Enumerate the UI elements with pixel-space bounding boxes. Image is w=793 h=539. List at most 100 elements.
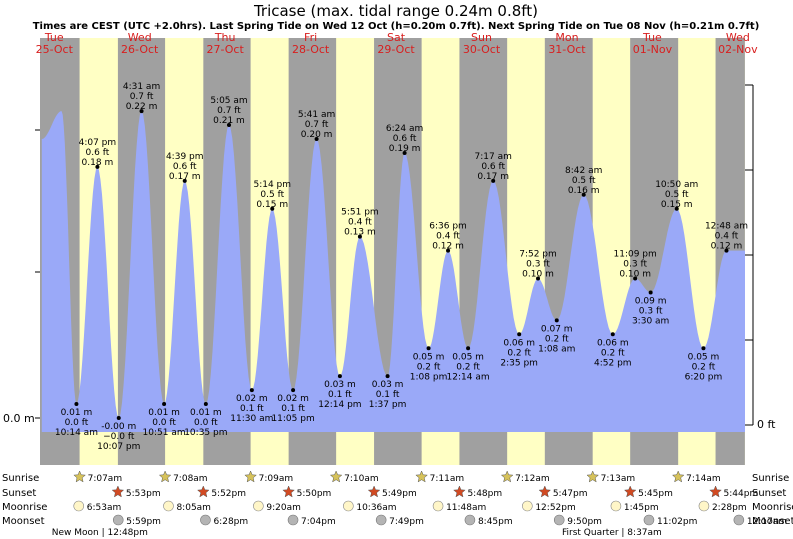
chart-title: Tricase (max. tidal range 0.24m 0.8ft) bbox=[253, 2, 538, 20]
sunset-icon-6 bbox=[538, 485, 552, 498]
sunrise-icon-1 bbox=[73, 470, 86, 483]
tide-time-6: 10:51 am bbox=[143, 428, 186, 438]
tide-ft-22: 0.2 ft bbox=[507, 348, 531, 358]
sunrise-time-8: 7:14am bbox=[686, 474, 721, 484]
tide-point-21 bbox=[491, 178, 496, 183]
moon-phase-2: First Quarter | 8:37am bbox=[562, 528, 662, 538]
moonset-time-8: 12:17am bbox=[747, 517, 787, 527]
moonrise-icon-8 bbox=[698, 500, 710, 512]
day-name-8: Tue bbox=[642, 31, 662, 44]
moonrise-icon-7 bbox=[610, 500, 622, 512]
sunset-time-6: 5:47pm bbox=[553, 489, 588, 499]
day-name-2: Wed bbox=[128, 31, 152, 44]
sunset-time-1: 5:53pm bbox=[126, 489, 161, 499]
tide-point-4 bbox=[116, 416, 121, 420]
row-label-left-sunrise: Sunrise bbox=[2, 473, 39, 484]
moonset-time-2: 6:28pm bbox=[213, 517, 248, 527]
sunset-time-4: 5:49pm bbox=[382, 489, 417, 499]
sunrise-time-4: 7:10am bbox=[344, 474, 379, 484]
moonset-time-4: 7:49pm bbox=[389, 517, 424, 527]
tide-ft-12: 0.1 ft bbox=[281, 404, 305, 414]
tide-time-5: 4:31 am bbox=[123, 82, 160, 92]
tide-time-20: 12:14 am bbox=[447, 372, 490, 382]
tide-time-28: 3:30 am bbox=[632, 316, 669, 326]
chart-subtitle: Times are CEST (UTC +2.0hrs). Last Sprin… bbox=[33, 21, 760, 32]
tide-time-9: 5:05 am bbox=[210, 96, 247, 106]
moonrise-icon-2 bbox=[163, 500, 174, 512]
tide-ft-28: 0.3 ft bbox=[639, 306, 663, 316]
tide-time-19: 6:36 pm bbox=[429, 222, 467, 232]
sunrise-time-6: 7:12am bbox=[515, 474, 550, 484]
sunrise-icon-4 bbox=[329, 470, 343, 483]
tide-point-20 bbox=[466, 346, 471, 351]
sunrise-icon-2 bbox=[158, 470, 172, 483]
tide-m-17: 0.19 m bbox=[389, 144, 421, 154]
moonset-icon-4 bbox=[375, 514, 387, 526]
tide-ft-14: 0.1 ft bbox=[328, 390, 352, 400]
tide-point-18 bbox=[426, 346, 431, 351]
day-date-9: 02-Nov bbox=[718, 43, 758, 56]
moonrise-time-8: 2:28pm bbox=[712, 503, 747, 513]
tide-ft-4: −0.0 ft bbox=[103, 432, 135, 442]
tide-ft-9: 0.7 ft bbox=[217, 106, 241, 116]
tide-time-12: 11:05 pm bbox=[271, 414, 314, 424]
tide-ft-6: 0.0 ft bbox=[152, 418, 176, 428]
y-axis-label-m: 0.0 m bbox=[3, 412, 35, 425]
tide-ft-8: 0.0 ft bbox=[194, 418, 218, 428]
tide-ft-29: 0.5 ft bbox=[665, 190, 689, 200]
moonrise-time-4: 10:36am bbox=[356, 503, 396, 513]
tide-time-10: 11:30 am bbox=[230, 414, 273, 424]
tide-m-28: 0.09 m bbox=[635, 296, 667, 306]
tide-ft-19: 0.4 ft bbox=[436, 232, 460, 242]
tide-point-16 bbox=[385, 374, 390, 379]
tide-time-25: 8:42 am bbox=[565, 166, 602, 176]
tide-m-6: 0.01 m bbox=[148, 408, 180, 418]
tide-m-5: 0.22 m bbox=[126, 102, 158, 112]
day-name-5: Sat bbox=[387, 31, 406, 44]
tide-time-3: 4:07 pm bbox=[79, 138, 117, 148]
day-name-3: Thu bbox=[214, 31, 236, 44]
moonset-icon-8 bbox=[733, 514, 745, 526]
sunrise-time-7: 7:13am bbox=[601, 474, 636, 484]
tide-time-2: 10:14 am bbox=[55, 428, 98, 438]
tide-time-21: 7:17 am bbox=[475, 152, 512, 162]
moonrise-icon-5 bbox=[432, 500, 444, 512]
tide-time-24: 1:08 am bbox=[538, 344, 575, 354]
tide-m-13: 0.20 m bbox=[301, 130, 333, 140]
tide-point-23 bbox=[536, 276, 541, 281]
moonrise-icon-6 bbox=[522, 500, 533, 512]
day-date-8: 01-Nov bbox=[633, 43, 673, 56]
tide-time-17: 6:24 am bbox=[386, 124, 423, 134]
sunset-icon-5 bbox=[453, 485, 466, 498]
tide-point-14 bbox=[337, 374, 342, 379]
sunrise-time-1: 7:07am bbox=[88, 474, 123, 484]
sunset-time-3: 5:50pm bbox=[297, 489, 332, 499]
day-name-4: Fri bbox=[304, 31, 317, 44]
tide-m-30: 0.05 m bbox=[688, 352, 720, 362]
tide-point-27 bbox=[633, 276, 638, 281]
tide-m-18: 0.05 m bbox=[413, 352, 445, 362]
tide-point-25 bbox=[581, 192, 586, 197]
tide-ft-20: 0.2 ft bbox=[456, 362, 480, 372]
tide-m-23: 0.10 m bbox=[522, 270, 554, 280]
tide-point-15 bbox=[357, 234, 362, 239]
moonset-icon-5 bbox=[464, 514, 476, 526]
tide-ft-24: 0.2 ft bbox=[545, 334, 569, 344]
day-headers: Tue25-OctWed26-OctThu27-OctFri28-OctSat2… bbox=[36, 31, 758, 56]
tide-time-27: 11:09 pm bbox=[614, 250, 657, 260]
tide-ft-21: 0.6 ft bbox=[481, 162, 505, 172]
tide-point-12 bbox=[291, 388, 296, 393]
tide-m-10: 0.02 m bbox=[236, 394, 268, 404]
tide-point-6 bbox=[162, 402, 167, 407]
tide-m-19: 0.12 m bbox=[432, 242, 464, 252]
day-name-7: Mon bbox=[555, 31, 578, 44]
row-label-left-moonrise: Moonrise bbox=[2, 502, 47, 513]
tide-time-14: 12:14 pm bbox=[318, 400, 361, 410]
day-date-1: 25-Oct bbox=[36, 43, 74, 56]
sunset-icon-3 bbox=[282, 485, 295, 498]
sunrise-icon-5 bbox=[415, 470, 428, 483]
tide-time-23: 7:52 pm bbox=[519, 250, 557, 260]
tide-m-27: 0.10 m bbox=[619, 270, 651, 280]
tide-m-4: -0.00 m bbox=[101, 422, 136, 432]
